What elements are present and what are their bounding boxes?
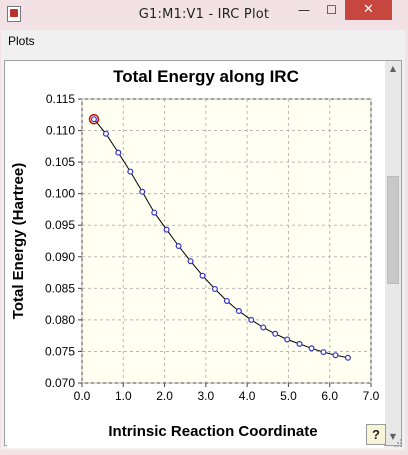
y-tick-label: 0.115 bbox=[46, 92, 75, 106]
window-title: G1:M1:V1 - IRC Plot bbox=[138, 7, 270, 22]
y-tick-label: 0.090 bbox=[45, 250, 75, 264]
y-tick-label: 0.105 bbox=[45, 155, 75, 169]
current-point-marker bbox=[88, 113, 100, 125]
x-tick-label: 4.0 bbox=[239, 389, 256, 403]
y-tick-label: 0.080 bbox=[45, 313, 75, 327]
minimize-button[interactable]: — bbox=[298, 3, 310, 17]
y-tick-label: 0.075 bbox=[45, 344, 75, 358]
gaussview-plot-icon[interactable] bbox=[7, 6, 21, 22]
menu-bar: Plots bbox=[1, 30, 405, 52]
plot-panel: Total Energy along IRC 0.0 1.0 2.0 3.0 4.0 5.… bbox=[7, 65, 384, 448]
data-point bbox=[296, 340, 303, 347]
help-button[interactable]: ? bbox=[366, 424, 386, 445]
resize-grip-icon[interactable] bbox=[393, 438, 403, 448]
x-tick-label: 7.0 bbox=[363, 389, 380, 403]
data-point bbox=[175, 243, 182, 250]
data-point bbox=[211, 285, 218, 292]
data-point bbox=[320, 349, 327, 356]
chart-title: Total Energy along IRC bbox=[113, 67, 299, 86]
vertical-scrollbar[interactable]: ▲ ▼ bbox=[385, 61, 401, 445]
x-tick-label: 2.0 bbox=[156, 389, 173, 403]
y-tick-label: 0.100 bbox=[45, 187, 75, 201]
y-axis-ticks: 0.070 0.075 0.080 0.085 0.090 0.095 0.100 0.105… bbox=[45, 92, 82, 390]
data-point bbox=[272, 330, 279, 337]
data-point bbox=[308, 345, 315, 352]
x-axis-ticks: 0.0 1.0 2.0 3.0 4.0 5.0 6.0 7.0 bbox=[74, 383, 380, 403]
energy-series bbox=[88, 113, 351, 361]
data-point bbox=[163, 226, 170, 233]
data-point bbox=[102, 130, 109, 137]
scrollbar-thumb[interactable] bbox=[387, 176, 399, 284]
x-tick-label: 0.0 bbox=[74, 389, 91, 403]
data-point bbox=[235, 308, 242, 315]
energy-line bbox=[93, 118, 349, 359]
x-tick-label: 3.0 bbox=[198, 389, 215, 403]
data-point bbox=[115, 149, 122, 156]
data-point bbox=[90, 116, 97, 123]
data-point bbox=[332, 352, 339, 359]
x-axis-label: Intrinsic Reaction Coordinate bbox=[108, 423, 317, 440]
y-tick-label: 0.095 bbox=[45, 218, 75, 232]
scroll-down-arrow-icon[interactable]: ▼ bbox=[389, 432, 397, 441]
data-point bbox=[187, 258, 194, 265]
x-tick-label: 6.0 bbox=[321, 389, 338, 403]
close-button[interactable]: ✕ bbox=[345, 0, 392, 20]
data-point bbox=[284, 336, 291, 343]
y-tick-label: 0.085 bbox=[45, 281, 75, 295]
irc-energy-chart[interactable]: Total Energy along IRC 0.0 1.0 2.0 3.0 4.0 5.… bbox=[7, 65, 384, 448]
menu-plots[interactable]: Plots bbox=[8, 34, 35, 48]
x-tick-label: 1.0 bbox=[115, 389, 132, 403]
data-point bbox=[260, 324, 267, 331]
help-icon: ? bbox=[372, 427, 380, 442]
data-point bbox=[344, 354, 351, 361]
maximize-button[interactable]: ☐ bbox=[326, 3, 337, 17]
data-point bbox=[199, 272, 206, 279]
y-axis-label: Total Energy (Hartree) bbox=[10, 163, 27, 319]
x-tick-label: 5.0 bbox=[280, 389, 297, 403]
window-client-area: Plots Total Energy along IRC 0.0 1.0 2.0 3.… bbox=[1, 30, 405, 450]
title-bar[interactable]: G1:M1:V1 - IRC Plot — ☐ ✕ bbox=[0, 0, 408, 30]
data-point bbox=[223, 297, 230, 304]
data-point bbox=[248, 316, 255, 323]
y-tick-label: 0.070 bbox=[45, 376, 75, 390]
y-tick-label: 0.110 bbox=[46, 124, 75, 138]
scroll-up-arrow-icon[interactable]: ▲ bbox=[389, 64, 397, 73]
plot-area bbox=[81, 98, 372, 384]
data-point bbox=[127, 168, 134, 175]
data-point bbox=[151, 209, 158, 216]
data-point bbox=[139, 188, 146, 195]
